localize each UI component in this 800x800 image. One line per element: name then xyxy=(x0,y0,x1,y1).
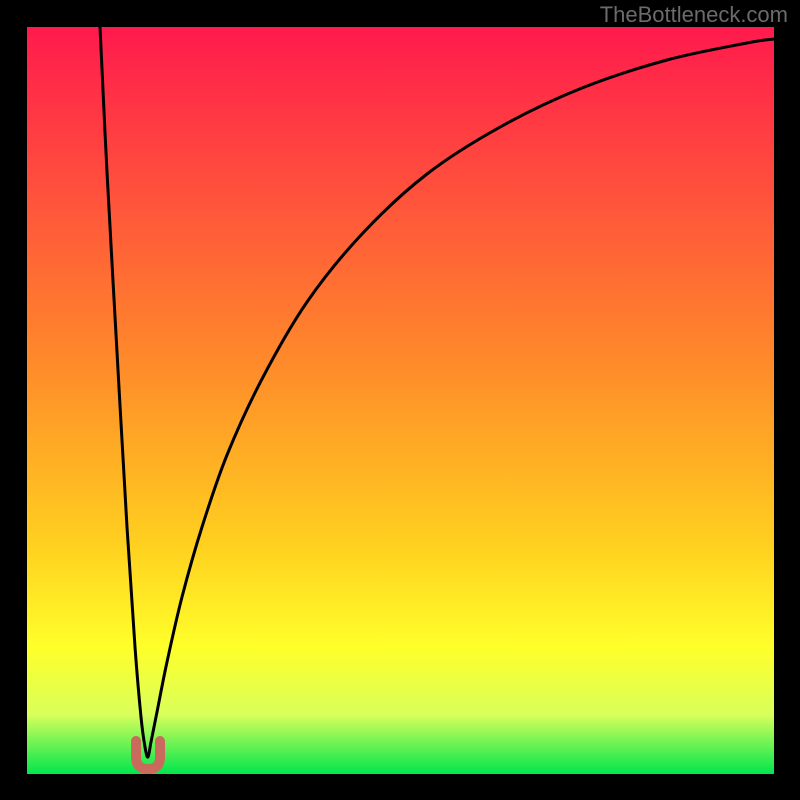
curve-layer xyxy=(27,27,774,774)
chart-container: TheBottleneck.com xyxy=(0,0,800,800)
bottleneck-curve xyxy=(100,27,774,757)
watermark-text: TheBottleneck.com xyxy=(600,2,788,28)
